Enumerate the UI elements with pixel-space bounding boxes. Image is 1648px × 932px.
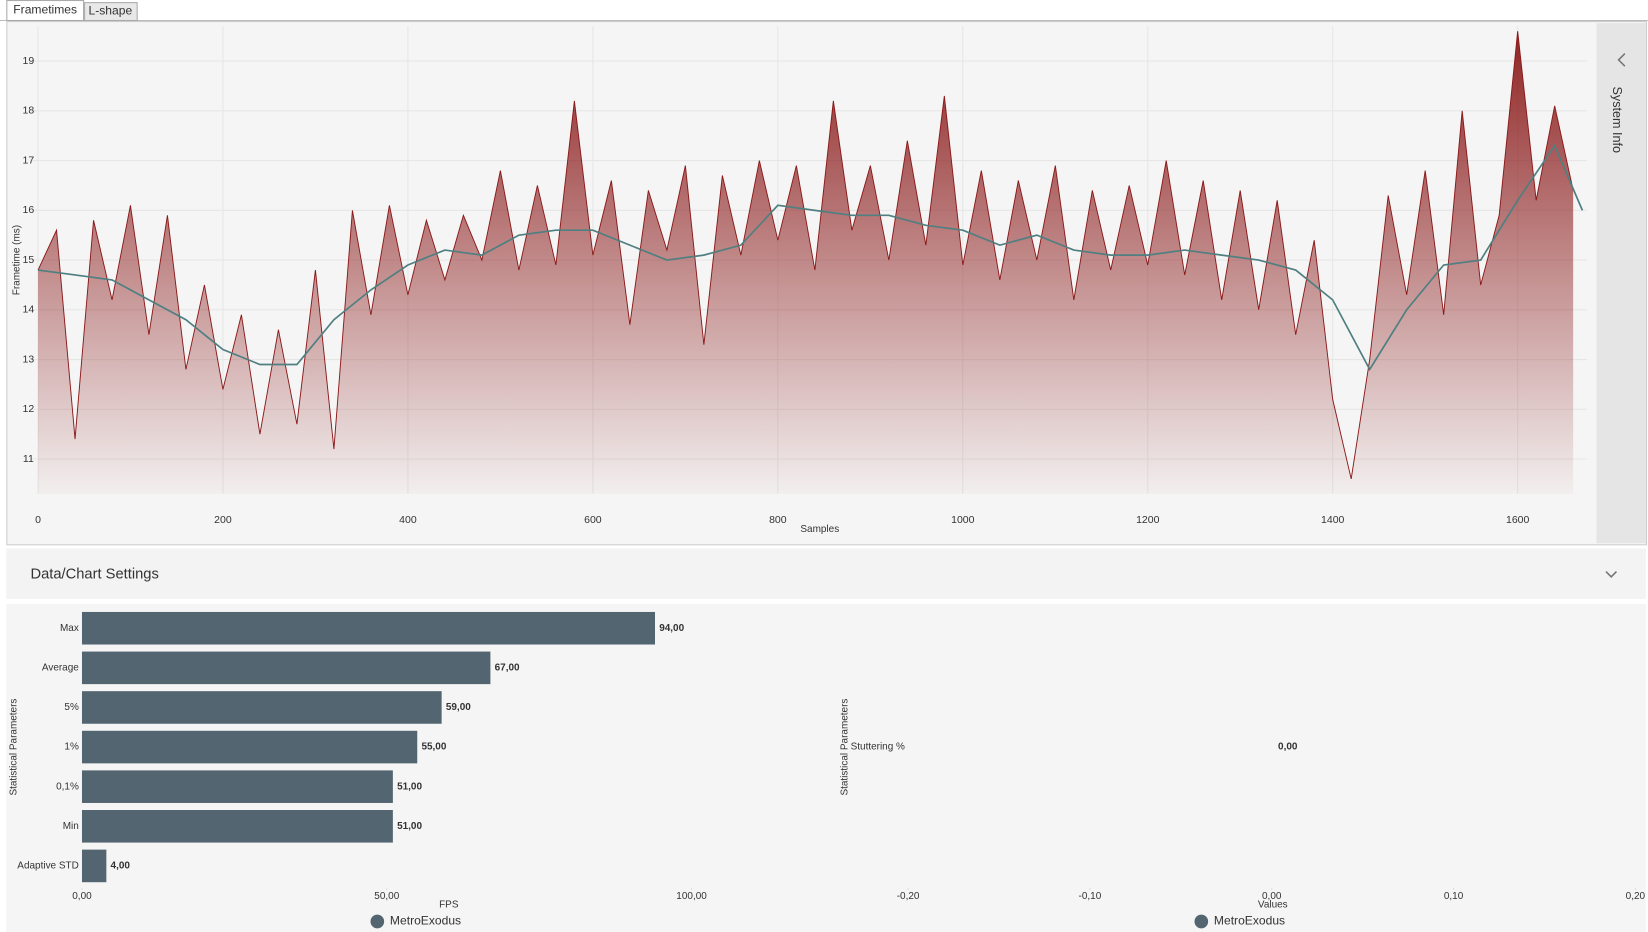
y-tick-label: 18 (23, 105, 35, 117)
y-tick-label: 13 (23, 353, 35, 365)
bar (81, 849, 107, 883)
value-label: 0,00 (1278, 742, 1298, 753)
plots: 0 200 400 600 800 1000 1200 1400 1600 11 12 13 14 15 1… (8, 26, 1646, 929)
y-tick-label: 14 (23, 304, 35, 316)
x-tick-label: 600 (584, 514, 602, 526)
x-tick-label: 400 (399, 514, 417, 526)
x-tick-label: 1200 (1136, 514, 1160, 526)
line (37, 31, 1574, 480)
x-tick-label: 800 (769, 514, 787, 526)
x-axis-label: Samples (800, 524, 839, 535)
y-tick-label: 15 (23, 254, 35, 266)
value-label: 51,00 (397, 821, 422, 832)
x-tick-label: 0,00 (1262, 891, 1282, 902)
legend-marker (1194, 914, 1209, 929)
value-label: 4,00 (111, 861, 131, 872)
side-panel-label[interactable]: System Info (1610, 86, 1624, 153)
legend-label: MetroExodus (390, 914, 461, 928)
x-tick-label: -0,10 (1079, 891, 1102, 902)
value-label: 94,00 (659, 623, 684, 634)
category-label: 5% (64, 702, 79, 713)
category-label: Adaptive STD (17, 861, 79, 872)
y-tick-label: 11 (23, 453, 34, 465)
x-tick-label: 0,20 (1626, 891, 1646, 902)
x-tick-label: -0,20 (897, 891, 920, 902)
bar (81, 691, 442, 724)
bar (81, 651, 491, 685)
y-tick-label: 12 (23, 403, 35, 415)
x-tick-label: 1000 (951, 514, 975, 526)
category-label: 1% (64, 742, 79, 753)
bar (81, 611, 655, 645)
y-tick-label: 17 (23, 154, 35, 166)
value-label: 51,00 (397, 781, 422, 792)
x-tick-label: 1400 (1321, 514, 1345, 526)
x-axis-label: FPS (439, 899, 459, 910)
category-label: 0,1% (56, 781, 79, 792)
y-axis-label: Statistical Parameters (840, 699, 851, 796)
category-label: Min (63, 821, 79, 832)
tab[interactable] (84, 2, 138, 22)
category-label: Stuttering % (851, 742, 905, 753)
value-label: 55,00 (421, 742, 446, 753)
x-tick-label: 50,00 (374, 891, 399, 902)
area (38, 31, 1574, 494)
x-tick-label: 1600 (1506, 514, 1530, 526)
tab[interactable] (6, 0, 85, 22)
y-tick-label: 16 (23, 204, 35, 216)
chevron-down[interactable] (1605, 571, 1618, 578)
line (37, 143, 1584, 372)
value-label: 67,00 (495, 662, 520, 673)
y-tick-label: 19 (23, 55, 35, 67)
category-label: Average (42, 662, 79, 673)
legend-label: MetroExodus (1214, 914, 1285, 928)
tab-label[interactable]: Frametimes (13, 3, 77, 17)
x-tick-label: 0,00 (72, 891, 92, 902)
value-label: 59,00 (446, 702, 471, 713)
y-axis-label: Frametime (ms) (11, 225, 22, 295)
y-axis-label: Statistical Parameters (8, 699, 19, 796)
bar (81, 810, 393, 843)
x-tick-label: 100,00 (676, 891, 707, 902)
side-panel[interactable] (1596, 23, 1646, 544)
bar (81, 730, 418, 764)
legend-marker (370, 914, 385, 929)
bar (81, 770, 393, 803)
category-label: Max (60, 623, 79, 634)
settings-bar[interactable] (6, 548, 1646, 599)
x-tick-label: 0 (35, 514, 41, 526)
tab-label[interactable]: L-shape (89, 4, 133, 18)
chevron-left[interactable] (1617, 53, 1626, 67)
x-tick-label: 200 (214, 514, 232, 526)
settings-title[interactable]: Data/Chart Settings (30, 567, 158, 583)
x-tick-label: 0,10 (1444, 891, 1464, 902)
x-axis-label: Values (1258, 899, 1288, 910)
